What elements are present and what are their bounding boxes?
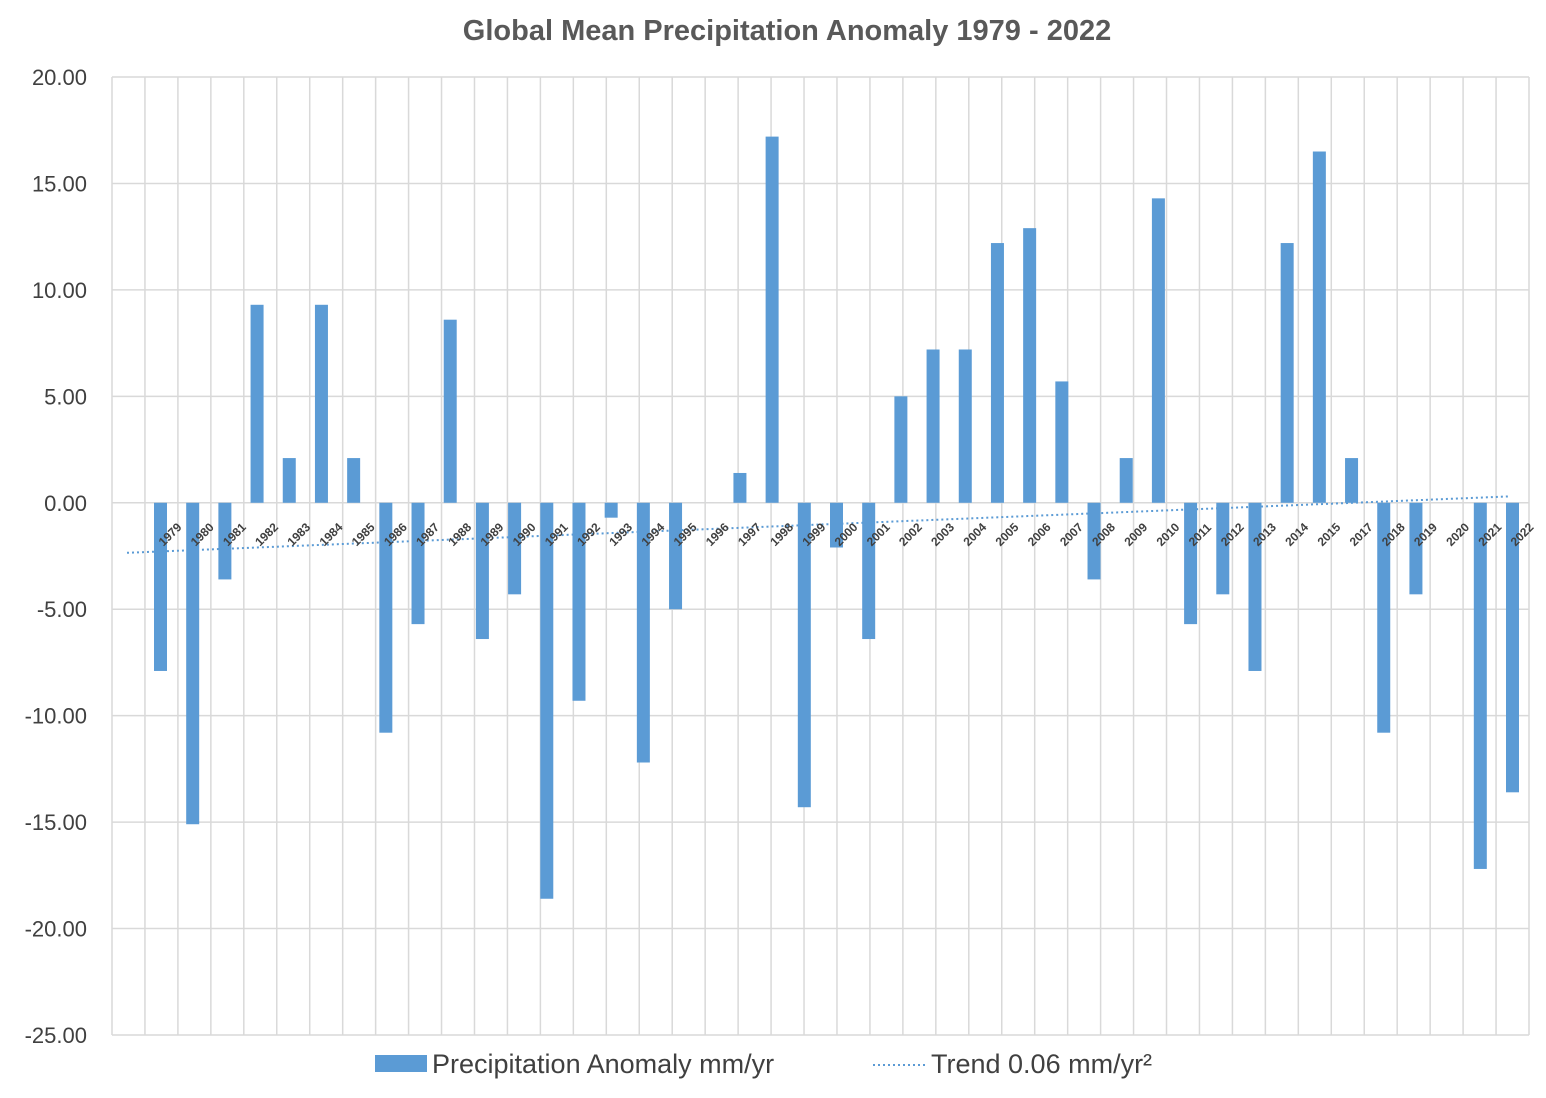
x-tick-label: 2002 — [896, 520, 925, 549]
bar-2014 — [1280, 243, 1294, 503]
trend-line — [126, 495, 1511, 554]
x-tick-label: 1996 — [703, 520, 732, 549]
bar-2011 — [1184, 502, 1198, 625]
x-tick-label: 2006 — [1025, 520, 1054, 549]
y-tick-label: 10.00 — [32, 278, 87, 303]
y-tick-label: 20.00 — [32, 65, 87, 90]
bar-2013 — [1248, 502, 1262, 671]
bar-1979 — [154, 502, 167, 671]
x-tick-label: 1988 — [445, 520, 474, 549]
bar-1984 — [314, 304, 328, 503]
bar-1986 — [379, 502, 393, 733]
x-tick-label: 2014 — [1282, 520, 1311, 549]
y-axis-ticks: 20.00 15.00 10.00 5.00 0.00 -5.00 -10.00 -15.00… — [25, 65, 87, 1048]
x-tick-label: 1993 — [606, 520, 635, 549]
x-tick-label: 2007 — [1057, 520, 1086, 549]
x-tick-label: 2015 — [1315, 520, 1344, 549]
bar-2008 — [1087, 502, 1101, 580]
bar-1989 — [475, 502, 489, 640]
bar-2021 — [1473, 502, 1487, 869]
x-tick-label: 2003 — [928, 520, 957, 549]
bar-1993 — [604, 502, 618, 518]
bar-2005 — [990, 243, 1004, 503]
bar-2000 — [830, 502, 843, 548]
bar-2001 — [862, 502, 876, 640]
bar-2012 — [1216, 502, 1230, 595]
bar-1981 — [218, 502, 232, 580]
bar-2018 — [1377, 502, 1391, 733]
bar-2022 — [1506, 502, 1519, 793]
bar-1998 — [765, 136, 779, 503]
x-tick-label: 1985 — [349, 520, 378, 549]
legend-label-bar: Precipitation Anomaly mm/yr — [432, 1049, 774, 1079]
x-tick-label: 2009 — [1121, 520, 1150, 549]
trend-layer — [126, 495, 1511, 554]
y-tick-label: 0.00 — [44, 491, 87, 516]
bar-2002 — [894, 396, 908, 503]
bar-1983 — [282, 458, 296, 503]
bar-2010 — [1151, 198, 1165, 503]
bar-2019 — [1409, 502, 1423, 595]
x-tick-label: 2004 — [960, 520, 989, 549]
legend-swatch-bar — [375, 1055, 427, 1072]
y-tick-label: -10.00 — [25, 704, 87, 729]
bar-1994 — [636, 502, 650, 763]
y-tick-label: -20.00 — [25, 917, 87, 942]
bar-2009 — [1119, 458, 1133, 503]
bar-1988 — [443, 319, 457, 503]
x-tick-label: 2020 — [1443, 520, 1472, 549]
bar-1997 — [733, 472, 747, 503]
y-tick-label: -5.00 — [37, 597, 87, 622]
y-tick-label: -15.00 — [25, 810, 87, 835]
x-axis-ticks: 1979 1980 1981 1982 1983 1984 1985 1986 1987 1988… — [156, 520, 1537, 549]
bar-2003 — [926, 349, 940, 503]
bar-2007 — [1055, 381, 1069, 503]
y-tick-label: 15.00 — [32, 171, 87, 196]
bar-2006 — [1023, 228, 1037, 503]
y-tick-label: -25.00 — [25, 1023, 87, 1048]
bar-1987 — [411, 502, 425, 625]
bar-1992 — [572, 502, 586, 701]
y-tick-label: 5.00 — [44, 384, 87, 409]
bar-1980 — [186, 502, 200, 825]
x-tick-label: 2017 — [1347, 520, 1376, 549]
bar-1985 — [347, 458, 361, 503]
x-tick-label: 2005 — [993, 520, 1022, 549]
chart-title: Global Mean Precipitation Anomaly 1979 -… — [463, 15, 1111, 47]
x-tick-label: 2010 — [1154, 520, 1183, 549]
bar-2017 — [1345, 458, 1359, 503]
bar-1995 — [669, 502, 683, 610]
legend: Precipitation Anomaly mm/yr Trend 0.06 m… — [375, 1049, 1152, 1079]
x-tick-label: 1984 — [317, 520, 346, 549]
bar-2015 — [1312, 151, 1326, 503]
bars — [154, 136, 1519, 899]
bar-1990 — [508, 502, 522, 595]
legend-label-trend: Trend 0.06 mm/yr² — [931, 1049, 1152, 1079]
bar-1999 — [797, 502, 811, 808]
x-tick-label: 1997 — [735, 520, 764, 549]
bar-1991 — [540, 502, 554, 899]
bar-2004 — [958, 349, 972, 503]
bar-1982 — [250, 304, 264, 503]
